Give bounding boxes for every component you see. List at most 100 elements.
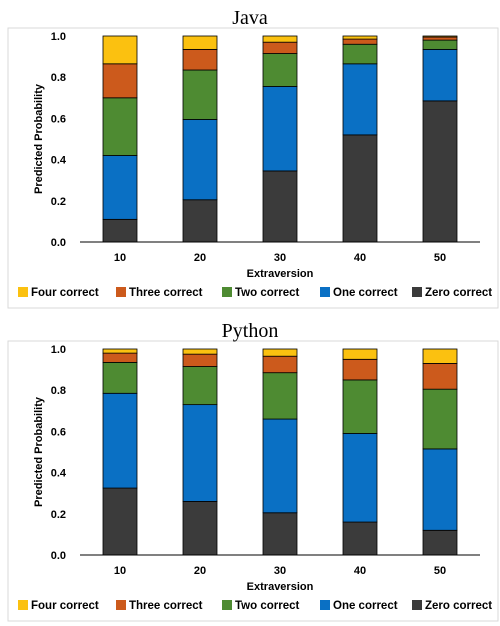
bar-three-correct-20: [182, 48, 218, 71]
bar-one-correct-10: [102, 155, 138, 220]
bar-three-correct-40: [342, 358, 378, 381]
y-tick-label: 1.0: [51, 344, 66, 356]
bar-zero-correct-40: [342, 521, 378, 556]
y-tick-label: 0.4: [51, 155, 67, 167]
legend-swatch-zero-correct: [412, 600, 422, 610]
legend-label: Zero correct: [425, 600, 492, 612]
bar-zero-correct-30: [262, 512, 298, 556]
legend-swatch-two-correct: [222, 287, 232, 297]
y-tick-label: 0.0: [51, 237, 66, 249]
bar-four-correct-10: [102, 35, 138, 65]
bar-four-correct-20: [182, 35, 218, 50]
x-tick-label: 20: [194, 252, 206, 264]
bar-zero-correct-20: [182, 501, 218, 556]
legend-swatch-three-correct: [116, 287, 126, 297]
bar-three-correct-50: [422, 363, 458, 390]
bar-one-correct-40: [342, 433, 378, 523]
legend-swatch-one-correct: [320, 287, 330, 297]
x-tick-label: 40: [354, 252, 366, 264]
y-tick-label: 0.2: [51, 196, 66, 208]
legend-label: Three correct: [129, 600, 203, 612]
bar-three-correct-50: [422, 36, 458, 41]
y-tick-label: 1.0: [51, 31, 66, 43]
bar-zero-correct-50: [422, 100, 458, 243]
bar-one-correct-50: [422, 448, 458, 531]
bar-two-correct-20: [182, 366, 218, 406]
y-axis-label: Predicted Probability: [33, 396, 45, 507]
bar-three-correct-20: [182, 353, 218, 367]
y-tick-label: 0.8: [51, 72, 66, 84]
x-tick-label: 20: [194, 565, 206, 577]
bar-four-correct-10: [102, 348, 138, 354]
bar-four-correct-30: [262, 35, 298, 43]
legend-label: Three correct: [129, 287, 203, 299]
legend-label: Two correct: [235, 287, 299, 299]
legend-label: One correct: [333, 600, 398, 612]
x-tick-label: 40: [354, 565, 366, 577]
legend-swatch-one-correct: [320, 600, 330, 610]
y-tick-label: 0.4: [51, 468, 67, 480]
legend-swatch-zero-correct: [412, 287, 422, 297]
legend: Four correct Three correct Two correct One …: [18, 287, 492, 299]
bar-zero-correct-30: [262, 170, 298, 243]
x-tick-label: 10: [114, 565, 126, 577]
x-axis-label: Extraversion: [247, 268, 314, 280]
bar-two-correct-40: [342, 43, 378, 65]
bar-four-correct-40: [342, 35, 378, 40]
y-tick-label: 0.0: [51, 550, 66, 562]
legend-label: Zero correct: [425, 287, 492, 299]
bar-three-correct-10: [102, 352, 138, 363]
y-tick-label: 0.6: [51, 113, 66, 125]
bar-zero-correct-10: [102, 487, 138, 556]
bar-one-correct-30: [262, 86, 298, 172]
bar-four-correct-30: [262, 348, 298, 357]
legend-swatch-four-correct: [18, 287, 28, 297]
x-axis-label: Extraversion: [247, 581, 314, 593]
bar-one-correct-20: [182, 404, 218, 502]
bar-two-correct-50: [422, 388, 458, 450]
legend-swatch-three-correct: [116, 600, 126, 610]
bar-four-correct-40: [342, 348, 378, 360]
chart-title: Python: [222, 320, 279, 342]
legend-label: Two correct: [235, 600, 299, 612]
y-tick-label: 0.2: [51, 509, 66, 521]
bar-one-correct-30: [262, 418, 298, 514]
x-tick-label: 30: [274, 252, 286, 264]
bar-three-correct-10: [102, 63, 138, 99]
bar-one-correct-20: [182, 119, 218, 201]
legend-label: Four correct: [31, 600, 99, 612]
bar-zero-correct-40: [342, 134, 378, 243]
x-tick-label: 50: [434, 565, 446, 577]
bar-three-correct-30: [262, 41, 298, 54]
bar-four-correct-50: [422, 35, 458, 38]
legend-swatch-two-correct: [222, 600, 232, 610]
bar-zero-correct-20: [182, 199, 218, 243]
y-tick-label: 0.6: [51, 426, 66, 438]
y-axis-label: Predicted Probability: [33, 83, 45, 194]
bar-four-correct-50: [422, 348, 458, 364]
bar-two-correct-10: [102, 97, 138, 156]
bar-four-correct-20: [182, 348, 218, 355]
chart-frame: [7, 340, 499, 622]
x-tick-label: 30: [274, 565, 286, 577]
bar-three-correct-30: [262, 355, 298, 374]
bar-one-correct-40: [342, 63, 378, 136]
y-tick-label: 0.8: [51, 385, 66, 397]
chart-frame: [7, 27, 499, 309]
legend-label: One correct: [333, 287, 398, 299]
bar-two-correct-10: [102, 361, 138, 394]
chart-title: Java: [232, 7, 268, 29]
legend-swatch-four-correct: [18, 600, 28, 610]
bar-two-correct-40: [342, 379, 378, 434]
bar-two-correct-30: [262, 53, 298, 87]
legend-label: Four correct: [31, 287, 99, 299]
bar-zero-correct-50: [422, 529, 458, 556]
bar-two-correct-30: [262, 372, 298, 420]
bar-zero-correct-10: [102, 218, 138, 243]
bar-two-correct-20: [182, 69, 218, 120]
x-tick-label: 10: [114, 252, 126, 264]
bar-two-correct-50: [422, 39, 458, 50]
python-chart: Python 0.0 0.2 0.4 0.6 0.8 1.0 Predicted Probab…: [7, 320, 499, 622]
bar-three-correct-40: [342, 38, 378, 45]
